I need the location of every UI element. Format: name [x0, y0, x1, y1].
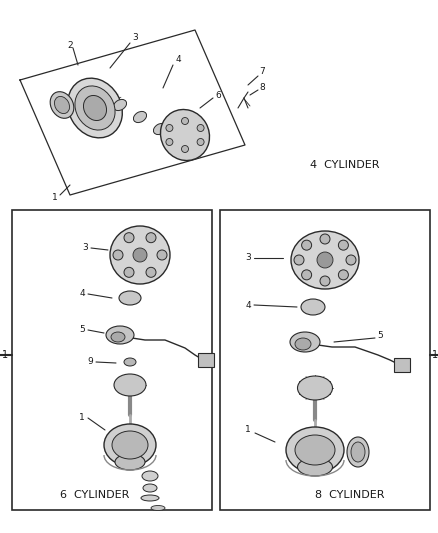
- Ellipse shape: [350, 442, 364, 462]
- Ellipse shape: [293, 255, 303, 265]
- Text: 1: 1: [431, 350, 437, 360]
- Ellipse shape: [181, 146, 188, 152]
- Ellipse shape: [338, 240, 348, 250]
- Text: 1: 1: [79, 414, 85, 423]
- Ellipse shape: [50, 92, 74, 118]
- Text: 5: 5: [79, 326, 85, 335]
- Text: 1: 1: [244, 425, 250, 434]
- Ellipse shape: [345, 255, 355, 265]
- Ellipse shape: [146, 268, 155, 277]
- Ellipse shape: [115, 454, 145, 470]
- Ellipse shape: [300, 299, 324, 315]
- Ellipse shape: [133, 248, 147, 262]
- Text: 6  CYLINDER: 6 CYLINDER: [60, 490, 129, 500]
- Ellipse shape: [346, 437, 368, 467]
- Ellipse shape: [338, 270, 348, 280]
- Text: 8: 8: [258, 84, 264, 93]
- Ellipse shape: [301, 240, 311, 250]
- Ellipse shape: [67, 78, 122, 138]
- Ellipse shape: [197, 125, 204, 132]
- Ellipse shape: [133, 111, 146, 123]
- Ellipse shape: [112, 431, 148, 459]
- Ellipse shape: [114, 374, 146, 396]
- Ellipse shape: [319, 234, 329, 244]
- Ellipse shape: [143, 484, 157, 492]
- Ellipse shape: [83, 95, 106, 120]
- Ellipse shape: [75, 86, 115, 130]
- Text: 1: 1: [52, 193, 58, 203]
- Ellipse shape: [104, 424, 155, 466]
- Bar: [219, 210, 429, 510]
- Ellipse shape: [124, 233, 134, 243]
- Ellipse shape: [153, 124, 166, 134]
- Text: 6: 6: [215, 91, 220, 100]
- Ellipse shape: [294, 435, 334, 465]
- Text: 4: 4: [175, 55, 180, 64]
- Ellipse shape: [290, 332, 319, 352]
- Ellipse shape: [297, 458, 332, 476]
- Ellipse shape: [181, 117, 188, 125]
- Ellipse shape: [106, 326, 134, 344]
- Ellipse shape: [113, 100, 126, 110]
- Ellipse shape: [157, 250, 166, 260]
- Text: 1: 1: [2, 350, 8, 360]
- Ellipse shape: [113, 250, 123, 260]
- Text: 8  CYLINDER: 8 CYLINDER: [314, 490, 384, 500]
- Text: 4: 4: [79, 289, 85, 298]
- Text: 4  CYLINDER: 4 CYLINDER: [309, 160, 378, 170]
- Text: 9: 9: [87, 358, 93, 367]
- Ellipse shape: [297, 376, 332, 400]
- Ellipse shape: [54, 96, 69, 114]
- Ellipse shape: [119, 291, 141, 305]
- Ellipse shape: [141, 471, 158, 481]
- Ellipse shape: [285, 427, 343, 473]
- Ellipse shape: [124, 358, 136, 366]
- Text: 3: 3: [244, 254, 250, 262]
- Ellipse shape: [197, 139, 204, 146]
- Text: 3: 3: [132, 34, 138, 43]
- Bar: [12, 210, 212, 510]
- Ellipse shape: [146, 233, 155, 243]
- Text: 2: 2: [67, 41, 73, 50]
- Text: 7: 7: [258, 68, 264, 77]
- Ellipse shape: [166, 139, 173, 146]
- Ellipse shape: [141, 495, 159, 501]
- Ellipse shape: [124, 268, 134, 277]
- Ellipse shape: [290, 231, 358, 289]
- Ellipse shape: [111, 332, 125, 342]
- Ellipse shape: [301, 270, 311, 280]
- Ellipse shape: [166, 125, 173, 132]
- Text: 3: 3: [82, 244, 88, 253]
- Ellipse shape: [110, 226, 170, 284]
- Ellipse shape: [319, 276, 329, 286]
- Bar: [393, 358, 409, 372]
- Ellipse shape: [294, 338, 310, 350]
- Text: 5: 5: [376, 330, 382, 340]
- Bar: [198, 353, 213, 367]
- Text: 4: 4: [245, 301, 250, 310]
- Ellipse shape: [316, 252, 332, 268]
- Ellipse shape: [160, 109, 209, 160]
- Ellipse shape: [151, 505, 165, 511]
